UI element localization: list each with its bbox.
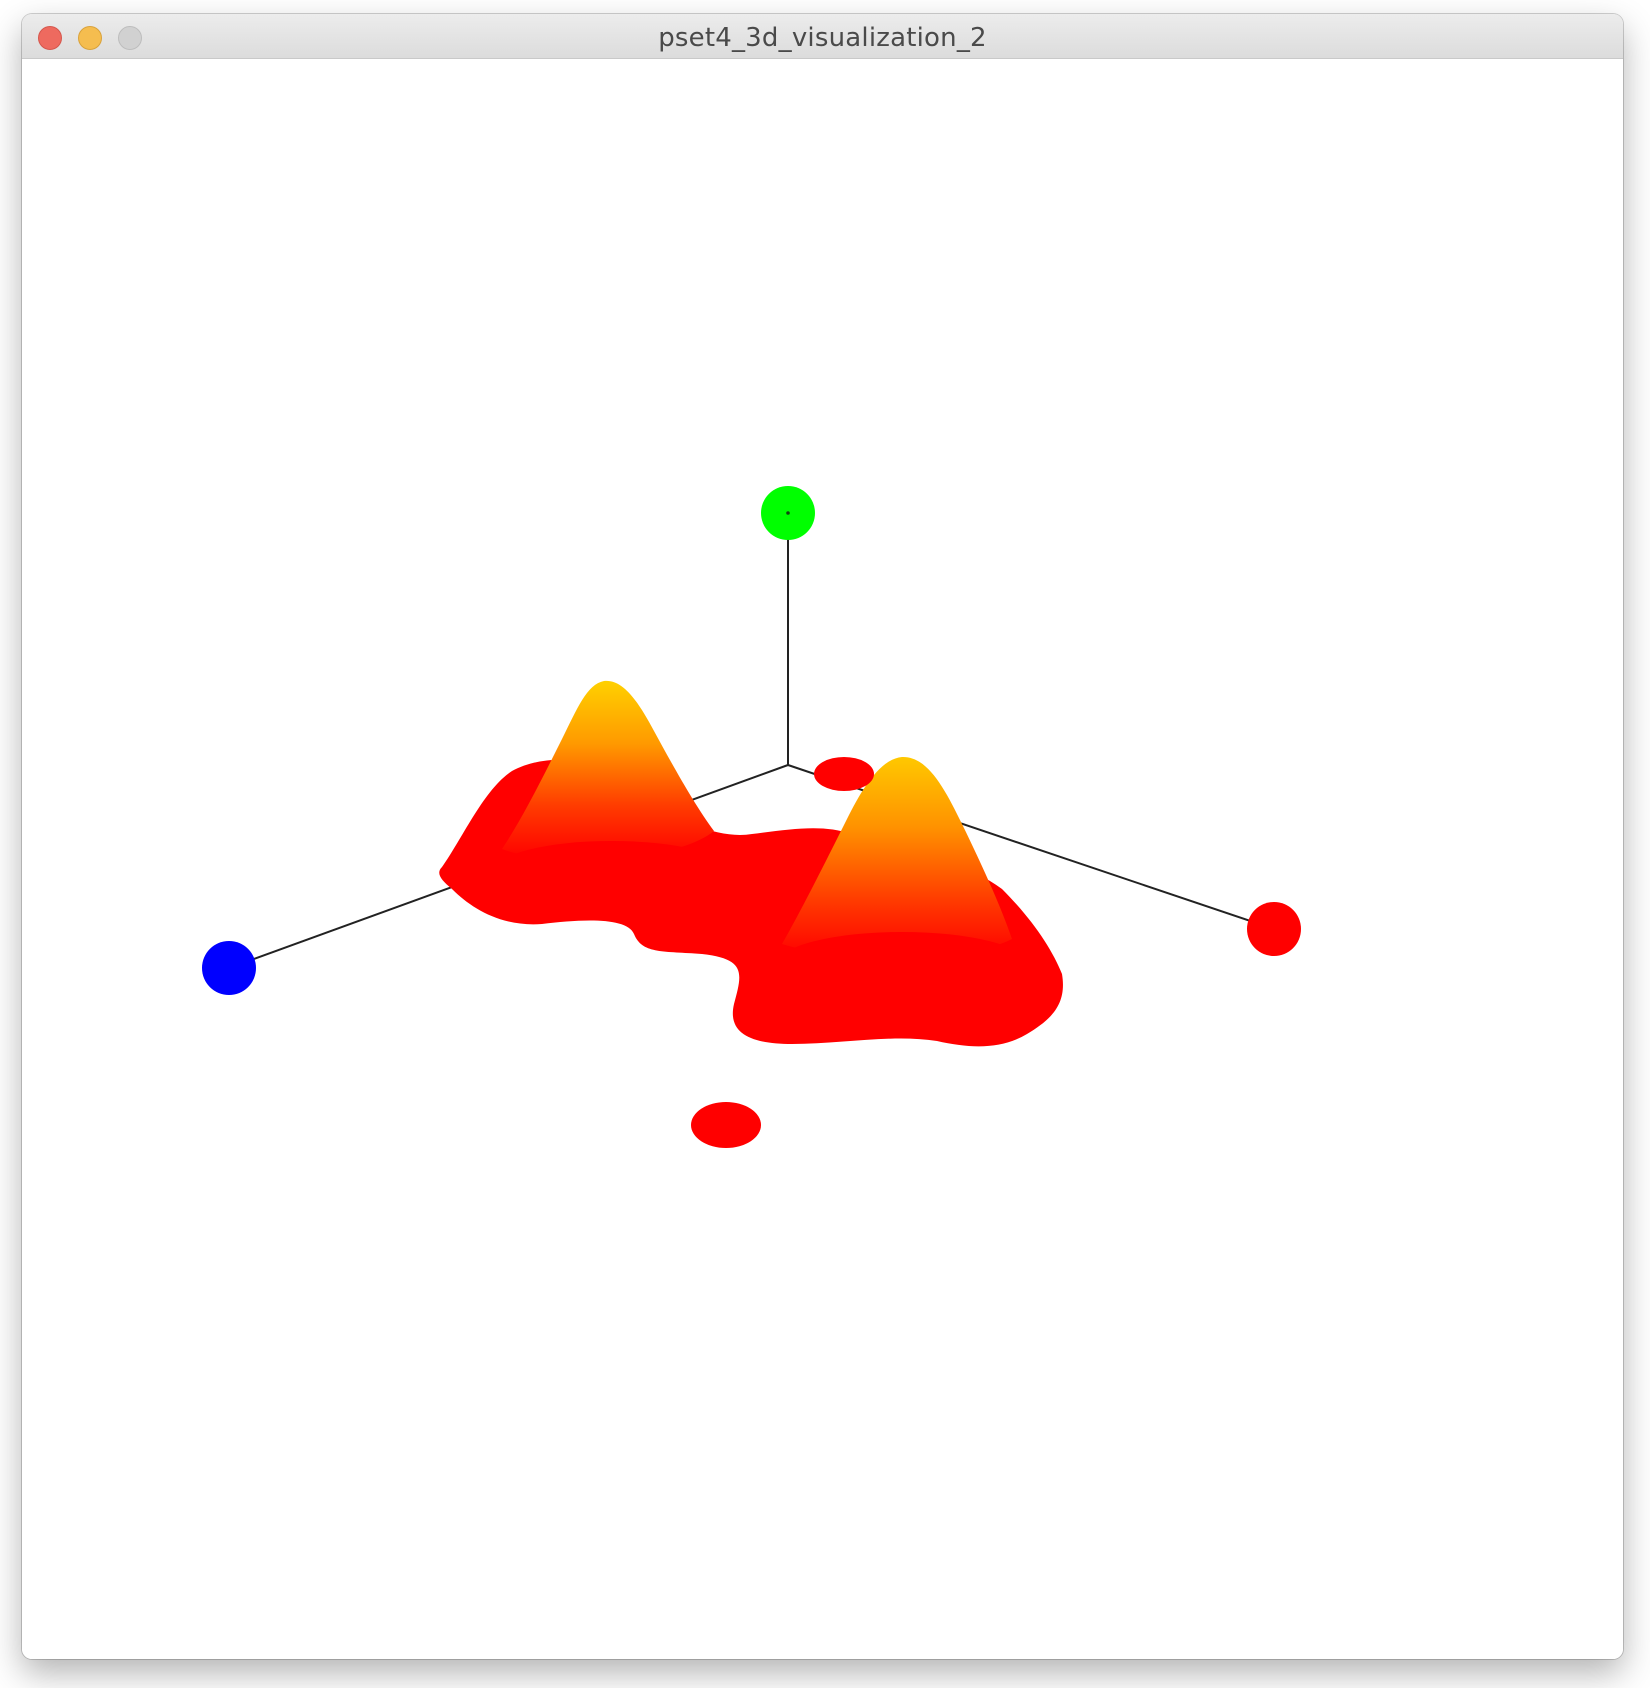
z-axis-marker [202,941,256,995]
close-button[interactable] [38,26,62,50]
surface-shadow-left [497,841,727,897]
surface-peak-right [782,756,1012,958]
3d-viewport[interactable] [22,59,1623,1659]
x-axis-marker [1247,902,1301,956]
minimize-button[interactable] [78,26,102,50]
title-bar[interactable]: pset4_3d_visualization_2 [22,14,1623,59]
window-title: pset4_3d_visualization_2 [658,23,987,53]
surface-peak-left [502,680,714,859]
surface-shadow-right [777,932,1027,996]
app-window: pset4_3d_visualization_2 [22,14,1623,1659]
zoom-button[interactable] [118,26,142,50]
3d-scene[interactable] [22,59,1623,1659]
surface-blob-lower [691,1102,761,1148]
surface-blob-small [814,757,874,791]
y-axis-marker-dot [786,511,790,515]
